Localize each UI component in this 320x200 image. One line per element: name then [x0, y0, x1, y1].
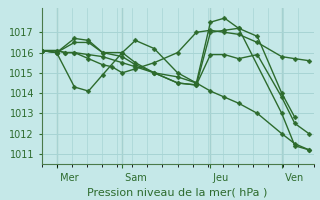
X-axis label: Pression niveau de la mer( hPa ): Pression niveau de la mer( hPa ): [87, 187, 268, 197]
